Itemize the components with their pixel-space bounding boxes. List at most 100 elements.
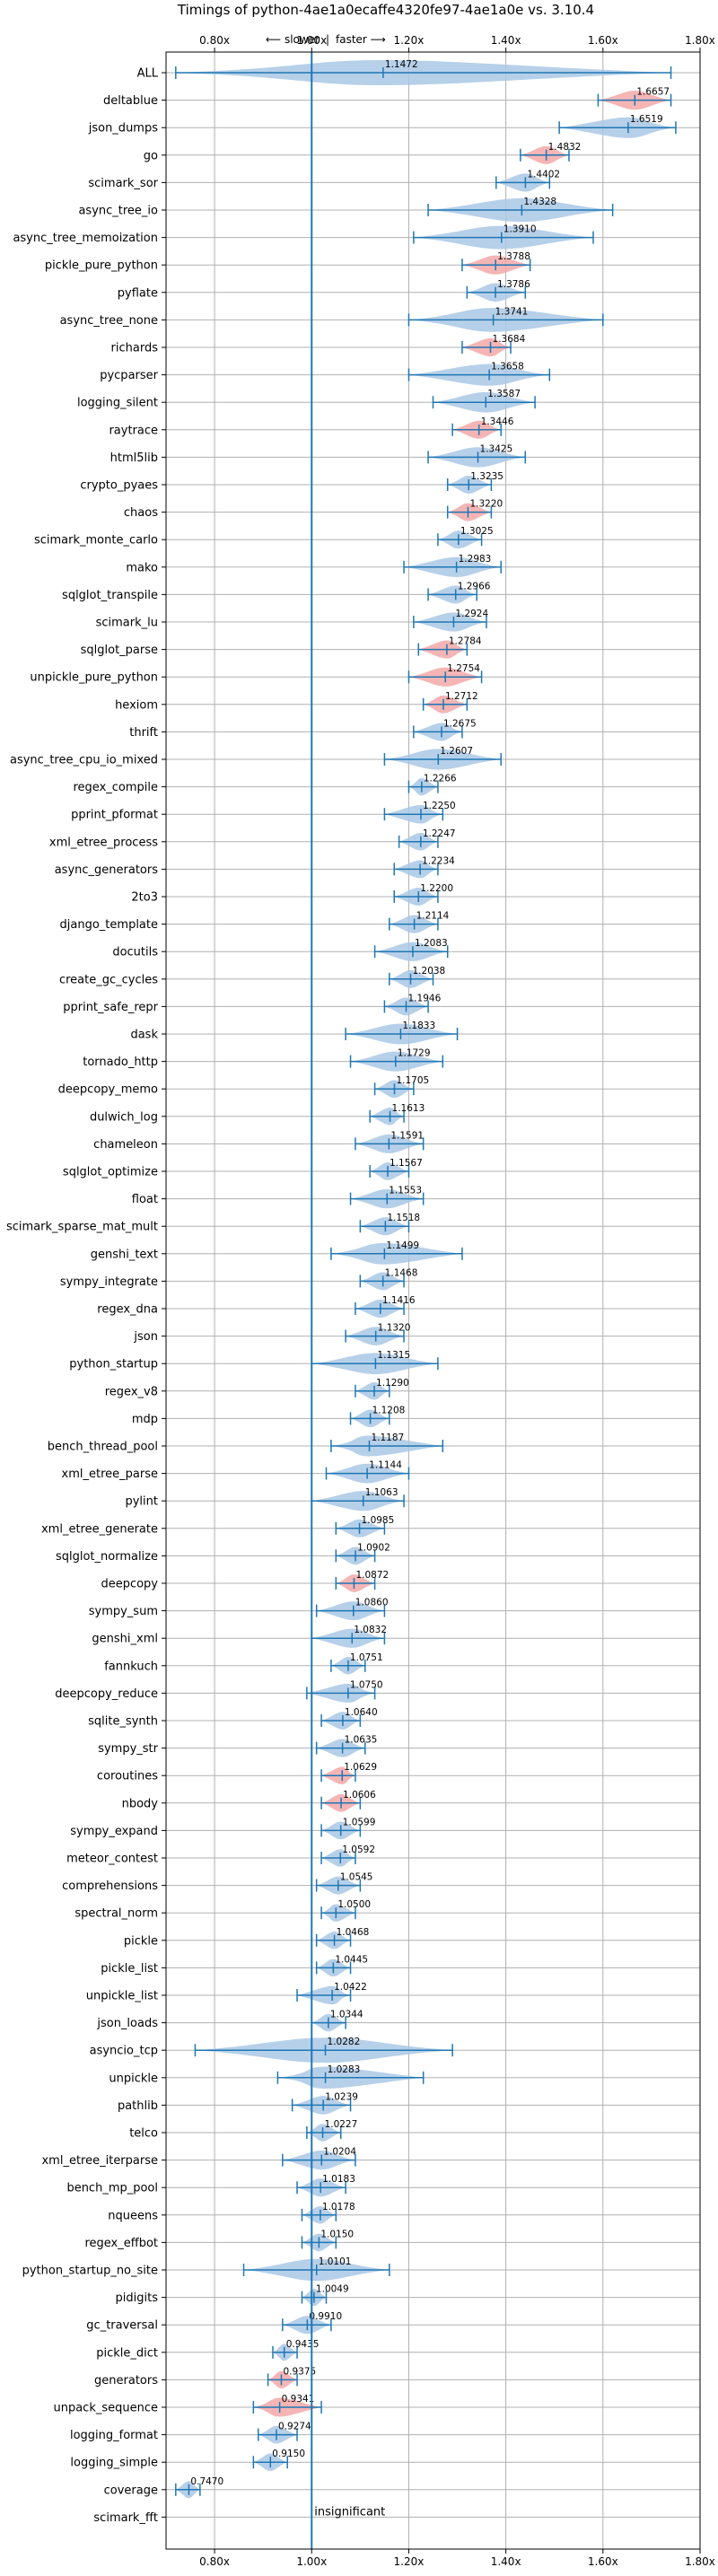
benchmark-row-pycparser: pycparser 1.3658 xyxy=(100,362,700,386)
benchmark-label: async_tree_none xyxy=(60,314,158,328)
value-label: 1.0283 xyxy=(328,2064,361,2075)
benchmark-row-deltablue: deltablue 1.6657 xyxy=(103,87,700,110)
benchmark-row-sympy-integrate: sympy_integrate 1.1468 xyxy=(60,1267,700,1291)
benchmark-row-generators: generators 0.9375 xyxy=(94,2366,700,2389)
benchmark-label: meteor_contest xyxy=(66,1853,158,1866)
benchmark-label: nqueens xyxy=(108,2209,158,2222)
benchmark-label: python_startup xyxy=(69,1358,158,1371)
value-label: 1.0832 xyxy=(354,1625,387,1635)
benchmark-label: fannkuch xyxy=(104,1660,158,1673)
benchmark-label: xml_etree_iterparse xyxy=(41,2154,158,2168)
benchmark-label: nbody xyxy=(122,1797,159,1810)
benchmark-label: async_tree_io xyxy=(78,205,158,218)
benchmark-row-bench-mp-pool: bench_mp_pool 1.0183 xyxy=(66,2174,700,2197)
value-label: 1.6657 xyxy=(636,87,670,98)
value-label: 1.3684 xyxy=(493,334,526,345)
benchmark-label: bench_mp_pool xyxy=(66,2182,158,2195)
benchmark-row-bench-thread-pool: bench_thread_pool 1.1187 xyxy=(48,1433,700,1457)
benchmark-row-django-template: django_template 1.2114 xyxy=(60,911,700,933)
value-label: 1.2712 xyxy=(445,691,478,702)
value-label: 1.0049 xyxy=(316,2284,349,2295)
value-label: 1.2083 xyxy=(415,938,448,949)
value-label: 1.2607 xyxy=(440,746,473,757)
value-label: 1.3425 xyxy=(480,443,513,454)
benchmark-row-pprint-pformat: pprint_pformat 1.2250 xyxy=(71,801,700,824)
benchmark-label: regex_compile xyxy=(73,781,158,794)
value-label: 1.2234 xyxy=(422,855,455,866)
benchmark-row-regex-compile: regex_compile 1.2266 xyxy=(73,774,700,796)
benchmark-row-nqueens: nqueens 1.0178 xyxy=(108,2202,700,2224)
top-tick-label: 1.20x xyxy=(394,34,425,47)
bottom-tick-label: 1.60x xyxy=(588,2555,618,2568)
benchmark-row-genshi-text: genshi_text 1.1499 xyxy=(91,1240,700,1265)
value-label: 0.9341 xyxy=(282,2394,315,2405)
benchmark-row-async-tree-none: async_tree_none 1.3741 xyxy=(60,306,700,332)
benchmark-row-sqlglot-optimize: sqlglot_optimize 1.1567 xyxy=(63,1158,700,1180)
value-label: 1.2675 xyxy=(443,718,477,729)
benchmark-row-async-tree-memoization: async_tree_memoization 1.3910 xyxy=(13,224,700,250)
benchmark-label: sympy_sum xyxy=(89,1605,158,1618)
benchmark-label: deltablue xyxy=(103,94,158,108)
value-label: 1.1613 xyxy=(392,1103,425,1114)
benchmark-label: docutils xyxy=(112,946,158,959)
benchmark-row-python-startup: python_startup 1.1315 xyxy=(69,1350,700,1375)
benchmark-label: pathlib xyxy=(118,2099,158,2113)
value-label: 1.3788 xyxy=(497,251,530,262)
benchmark-label: regex_effbot xyxy=(84,2237,158,2250)
value-label: 1.1187 xyxy=(371,1433,404,1443)
value-label: 1.1472 xyxy=(385,59,418,70)
value-label: 1.2266 xyxy=(424,774,457,784)
value-label: 1.4328 xyxy=(523,197,556,207)
benchmark-label: sqlite_synth xyxy=(88,1715,158,1729)
benchmark-row-json: json 1.1320 xyxy=(133,1323,700,1345)
benchmark-row-scimark-fft: scimark_fft xyxy=(93,2511,700,2525)
benchmark-label: scimark_fft xyxy=(93,2511,158,2525)
benchmark-label: pidigits xyxy=(116,2291,159,2305)
benchmark-label: pickle xyxy=(124,1934,158,1948)
benchmark-label: chaos xyxy=(124,506,158,520)
direction-labels: ⟵ slower | faster ⟶ xyxy=(266,33,386,46)
benchmark-label: deepcopy_reduce xyxy=(55,1687,158,1701)
benchmark-label: regex_dna xyxy=(97,1303,158,1317)
benchmark-label: tornado_http xyxy=(83,1056,158,1069)
benchmark-row-thrift: thrift 1.2675 xyxy=(129,718,700,741)
benchmark-row-asyncio-tcp: asyncio_tcp 1.0282 xyxy=(90,2037,700,2063)
value-label: 0.7470 xyxy=(190,2476,223,2487)
benchmark-row-json-dumps: json_dumps 1.6519 xyxy=(88,114,700,138)
benchmark-row-pyflate: pyflate 1.3786 xyxy=(118,279,700,302)
benchmark-label: sqlglot_transpile xyxy=(62,589,158,602)
benchmark-label: float xyxy=(132,1193,158,1206)
benchmark-label: deepcopy_memo xyxy=(58,1083,158,1097)
value-label: 1.2983 xyxy=(459,554,492,565)
benchmark-label: sympy_str xyxy=(98,1742,158,1756)
benchmark-row-go: go 1.4832 xyxy=(144,142,700,164)
benchmark-label: genshi_xml xyxy=(92,1633,158,1646)
slower-label: ⟵ slower xyxy=(266,33,320,46)
benchmark-label: pprint_pformat xyxy=(71,809,158,822)
benchmark-row-json-loads: json_loads 1.0344 xyxy=(96,2010,700,2032)
faster-label: faster ⟶ xyxy=(336,33,386,46)
value-label: 1.0101 xyxy=(319,2256,352,2267)
benchmark-label: scimark_monte_carlo xyxy=(34,534,158,548)
benchmark-label: raytrace xyxy=(109,424,158,437)
benchmark-label: mdp xyxy=(132,1413,158,1426)
benchmark-row-pathlib: pathlib 1.0239 xyxy=(118,2091,700,2115)
benchmark-row-async-tree-io: async_tree_io 1.4328 xyxy=(78,197,700,223)
value-label: 1.6519 xyxy=(630,114,663,125)
benchmark-row-deepcopy-memo: deepcopy_memo 1.1705 xyxy=(58,1075,700,1099)
benchmark-row-coverage: coverage 0.7470 xyxy=(104,2476,700,2499)
direction-separator: | xyxy=(326,33,329,46)
value-label: 1.0500 xyxy=(337,1899,371,1910)
value-label: 1.0599 xyxy=(343,1817,376,1827)
value-label: 0.9274 xyxy=(278,2422,311,2432)
value-label: 1.1320 xyxy=(378,1323,411,1334)
benchmark-label: xml_etree_generate xyxy=(41,1522,158,1536)
benchmark-label: pickle_dict xyxy=(96,2346,158,2360)
value-label: 1.1553 xyxy=(389,1186,422,1196)
value-label: 1.0344 xyxy=(330,2010,363,2020)
value-label: 1.0445 xyxy=(335,1954,368,1965)
benchmark-label: sqlglot_parse xyxy=(81,644,158,657)
benchmark-label: sqlglot_optimize xyxy=(63,1166,158,1179)
value-label: 1.3220 xyxy=(469,499,503,510)
benchmark-label: 2to3 xyxy=(131,891,158,905)
